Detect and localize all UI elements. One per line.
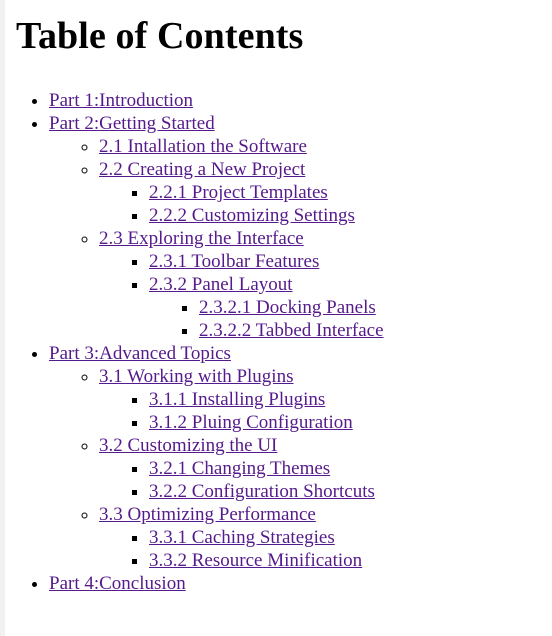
toc-item: Part 4:Conclusion: [49, 572, 552, 595]
toc-sublist: 3.2.1 Changing Themes 3.2.2 Configuratio…: [99, 457, 552, 503]
toc-link-3-3-2[interactable]: 3.3.2 Resource Minification: [149, 550, 363, 571]
toc-item: 3.3 Optimizing Performance 3.3.1 Caching…: [99, 503, 552, 572]
toc-item: 3.1 Working with Plugins 3.1.1 Installin…: [99, 365, 552, 434]
toc-link-3-2[interactable]: 3.2 Customizing the UI: [99, 435, 278, 456]
toc-item: 3.1.1 Installing Plugins: [149, 388, 552, 411]
toc-sublist: 2.1 Intallation the Software 2.2 Creatin…: [49, 135, 552, 342]
toc-item: 3.2.1 Changing Themes: [149, 457, 552, 480]
toc-item: 3.3.1 Caching Strategies: [149, 526, 552, 549]
toc-link-2-2-1[interactable]: 2.2.1 Project Templates: [149, 182, 328, 203]
toc-item: Part 1:Introduction: [49, 89, 552, 112]
toc-link-3-2-2[interactable]: 3.2.2 Configuration Shortcuts: [149, 481, 375, 502]
left-scroll-edge: [0, 0, 5, 636]
toc-link-3-1-1[interactable]: 3.1.1 Installing Plugins: [149, 389, 326, 410]
toc-item: 3.1.2 Pluing Configuration: [149, 411, 552, 434]
toc-item: 2.1 Intallation the Software: [99, 135, 552, 158]
toc-item: 2.2.2 Customizing Settings: [149, 204, 552, 227]
toc-link-3-1-2[interactable]: 3.1.2 Pluing Configuration: [149, 412, 353, 433]
toc-link-3-3-1[interactable]: 3.3.1 Caching Strategies: [149, 527, 335, 548]
toc-sublist: 3.1 Working with Plugins 3.1.1 Installin…: [49, 365, 552, 572]
toc-link-2-3[interactable]: 2.3 Exploring the Interface: [99, 228, 304, 249]
toc-link-part-4[interactable]: Part 4:Conclusion: [49, 573, 186, 594]
toc-sublist: 3.3.1 Caching Strategies 3.3.2 Resource …: [99, 526, 552, 572]
toc-sublist: 2.2.1 Project Templates 2.2.2 Customizin…: [99, 181, 552, 227]
toc-link-2-2[interactable]: 2.2 Creating a New Project: [99, 159, 306, 180]
toc-link-3-2-1[interactable]: 3.2.1 Changing Themes: [149, 458, 331, 479]
toc-sublist: 3.1.1 Installing Plugins 3.1.2 Pluing Co…: [99, 388, 552, 434]
toc-sublist: 2.3.2.1 Docking Panels 2.3.2.2 Tabbed In…: [149, 296, 552, 342]
toc-link-2-2-2[interactable]: 2.2.2 Customizing Settings: [149, 205, 355, 226]
toc-item: 2.2 Creating a New Project 2.2.1 Project…: [99, 158, 552, 227]
toc-item: 2.3 Exploring the Interface 2.3.1 Toolba…: [99, 227, 552, 342]
toc-item: 2.3.2 Panel Layout 2.3.2.1 Docking Panel…: [149, 273, 552, 342]
toc-link-2-3-2-1[interactable]: 2.3.2.1 Docking Panels: [199, 297, 376, 318]
toc-link-part-3[interactable]: Part 3:Advanced Topics: [49, 343, 231, 364]
toc-link-part-2[interactable]: Part 2:Getting Started: [49, 113, 215, 134]
toc-link-3-3[interactable]: 3.3 Optimizing Performance: [99, 504, 316, 525]
toc-link-3-1[interactable]: 3.1 Working with Plugins: [99, 366, 294, 387]
toc-link-part-1[interactable]: Part 1:Introduction: [49, 90, 194, 111]
toc-sublist: 2.3.1 Toolbar Features 2.3.2 Panel Layou…: [99, 250, 552, 342]
toc-item: 2.3.2.1 Docking Panels: [199, 296, 552, 319]
toc-link-2-3-1[interactable]: 2.3.1 Toolbar Features: [149, 251, 320, 272]
toc-link-2-3-2-2[interactable]: 2.3.2.2 Tabbed Interface: [199, 320, 384, 341]
toc-item: 3.2 Customizing the UI 3.2.1 Changing Th…: [99, 434, 552, 503]
toc-link-2-1[interactable]: 2.1 Intallation the Software: [99, 136, 307, 157]
page-title: Table of Contents: [16, 15, 304, 57]
toc-item: 3.2.2 Configuration Shortcuts: [149, 480, 552, 503]
toc-item: Part 2:Getting Started 2.1 Intallation t…: [49, 112, 552, 342]
toc-link-2-3-2[interactable]: 2.3.2 Panel Layout: [149, 274, 293, 295]
toc-item: 2.3.2.2 Tabbed Interface: [199, 319, 552, 342]
toc-item: 2.3.1 Toolbar Features: [149, 250, 552, 273]
toc-list: Part 1:Introduction Part 2:Getting Start…: [0, 89, 552, 595]
toc-item: Part 3:Advanced Topics 3.1 Working with …: [49, 342, 552, 572]
toc-item: 3.3.2 Resource Minification: [149, 549, 552, 572]
toc-item: 2.2.1 Project Templates: [149, 181, 552, 204]
